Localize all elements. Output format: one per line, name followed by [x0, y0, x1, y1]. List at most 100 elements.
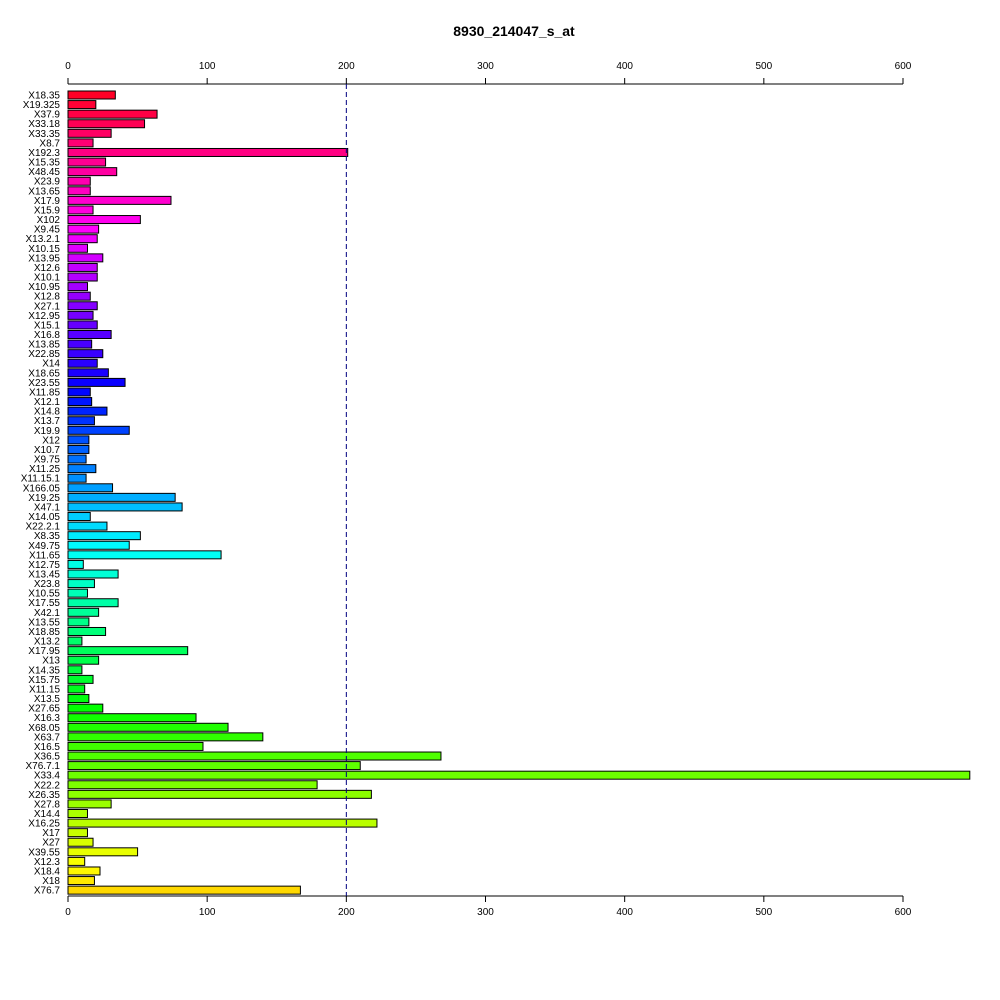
- bar: [67, 301, 98, 311]
- bar: [67, 147, 349, 157]
- bar: [67, 358, 98, 368]
- bar: [67, 751, 442, 761]
- bar: [67, 406, 108, 416]
- category-label: X16.5: [34, 742, 61, 753]
- tick-label: 300: [477, 61, 494, 72]
- bottom-axis: 0 100 200 300 400 500 600: [65, 895, 912, 918]
- category-label: X14.35: [28, 665, 60, 676]
- bar: [67, 799, 112, 809]
- category-label: X102: [37, 215, 61, 226]
- category-label: X15.9: [34, 205, 61, 216]
- category-label: X15.75: [28, 675, 60, 686]
- bar: [67, 703, 104, 713]
- bar: [67, 617, 90, 627]
- bar: [67, 119, 146, 129]
- category-label: X9.75: [34, 455, 61, 466]
- bar: [67, 90, 116, 100]
- bars: [67, 90, 971, 895]
- bar: [67, 521, 108, 531]
- bar: [67, 866, 101, 876]
- bar: [67, 272, 98, 282]
- bar: [67, 330, 112, 339]
- bar: [67, 128, 112, 138]
- category-label: X22.85: [28, 349, 60, 360]
- bar: [67, 636, 83, 646]
- bar: [67, 761, 361, 771]
- tick-label: 600: [895, 907, 912, 918]
- category-label: X27.8: [34, 799, 61, 810]
- category-label: X19.9: [34, 426, 61, 437]
- category-label: X22.2: [34, 780, 61, 791]
- tick-label: 100: [199, 61, 216, 72]
- bar: [67, 512, 91, 522]
- bar: [67, 416, 95, 426]
- bar: [67, 876, 95, 886]
- tick-label: 400: [616, 61, 633, 72]
- category-label: X13.45: [28, 570, 60, 581]
- bar: [67, 349, 104, 359]
- category-label: X27.1: [34, 301, 61, 312]
- category-label: X15.1: [34, 320, 61, 331]
- category-label: X12.6: [34, 263, 61, 274]
- category-label: X23.9: [34, 177, 61, 188]
- bar: [67, 195, 172, 205]
- bar: [67, 540, 130, 550]
- category-label: X33.4: [34, 771, 61, 782]
- category-label: X17.55: [28, 598, 60, 609]
- bar: [67, 713, 197, 723]
- category-label: X63.7: [34, 732, 61, 743]
- category-label: X13.65: [28, 186, 60, 197]
- bar: [67, 425, 130, 435]
- bar: [67, 607, 100, 617]
- category-label: X19.325: [23, 100, 61, 111]
- tick-label: 300: [477, 907, 494, 918]
- category-label: X16.3: [34, 713, 61, 724]
- bar: [67, 444, 90, 454]
- category-label: X16.8: [34, 330, 61, 341]
- category-label: X36.5: [34, 752, 61, 763]
- category-label: X37.9: [34, 110, 61, 121]
- tick-label: 200: [338, 907, 355, 918]
- bar: [67, 732, 264, 742]
- bar: [67, 828, 88, 838]
- bar: [67, 770, 971, 780]
- bar: [67, 818, 378, 828]
- category-label: X13.5: [34, 694, 61, 705]
- bar: [67, 684, 86, 694]
- bar: [67, 435, 90, 445]
- category-label: X8.7: [39, 138, 60, 149]
- bar: [67, 310, 94, 320]
- category-label: X12.95: [28, 311, 60, 322]
- category-label: X68.05: [28, 723, 60, 734]
- bar: [67, 741, 204, 751]
- category-label: X18.4: [34, 866, 61, 877]
- category-label: X27: [42, 838, 60, 849]
- bar: [67, 655, 100, 665]
- category-label: X16.25: [28, 819, 60, 830]
- bar: [67, 138, 94, 148]
- category-label: X18.65: [28, 368, 60, 379]
- bar: [67, 224, 100, 234]
- category-label: X18.35: [28, 91, 60, 102]
- category-label: X39.55: [28, 847, 60, 858]
- category-label: X8.35: [34, 531, 61, 542]
- category-label: X9.45: [34, 225, 61, 236]
- bar: [67, 186, 91, 196]
- tick-label: 400: [616, 907, 633, 918]
- category-label: X13.2: [34, 637, 61, 648]
- bar: [67, 215, 141, 225]
- bar: [67, 464, 97, 474]
- bar: [67, 809, 88, 818]
- bar: [67, 368, 109, 378]
- bar: [67, 665, 83, 675]
- category-labels: X18.35X19.325X37.9X33.18X33.35X8.7X192.3…: [21, 91, 61, 897]
- category-label: X17: [42, 828, 60, 839]
- category-label: X48.45: [28, 167, 60, 178]
- category-label: X11.25: [29, 464, 60, 475]
- bar: [67, 559, 84, 569]
- bar: [67, 339, 93, 349]
- category-label: X13.2.1: [26, 234, 61, 245]
- category-label: X13.95: [28, 253, 60, 264]
- category-label: X13: [42, 656, 60, 667]
